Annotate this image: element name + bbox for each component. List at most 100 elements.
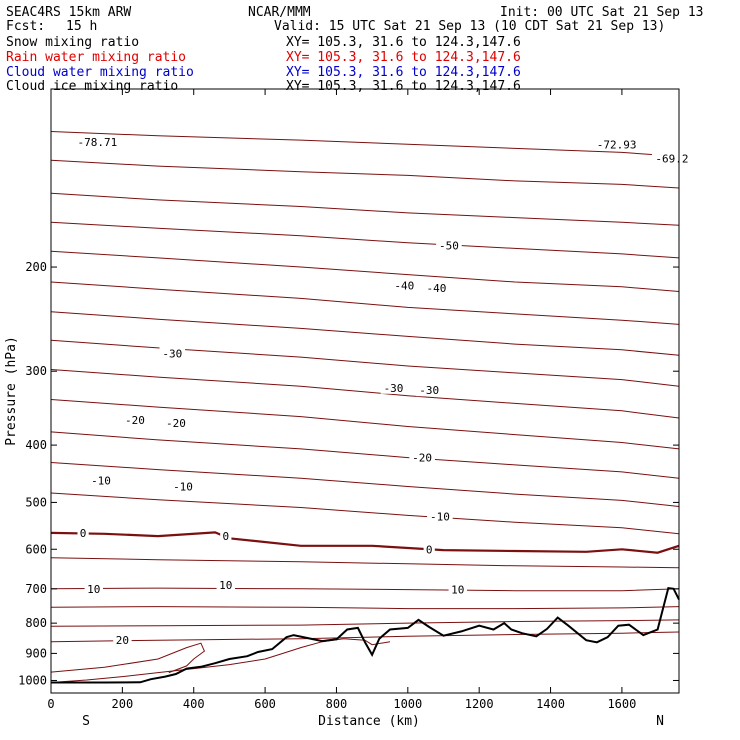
contour-label-bg (427, 510, 453, 523)
y-tick-label: 500 (25, 495, 47, 509)
y-tick-label: 800 (25, 616, 47, 630)
x-tick-label: 800 (326, 697, 348, 711)
y-axis-title: Pressure (hPa) (4, 336, 19, 446)
isotherm-line (50, 281, 680, 325)
contour-label-bg (220, 530, 232, 543)
y-tick-label: 900 (25, 646, 47, 660)
contour-label: 10 (219, 579, 232, 592)
contour-label-bg (436, 239, 462, 252)
contour-label-bg (163, 417, 189, 429)
contour-label: -30 (384, 382, 404, 395)
isotherm-line (50, 159, 680, 189)
contour-label-bg (651, 152, 692, 165)
contour-label: -40 (394, 280, 414, 293)
contour-label-bg (113, 634, 132, 647)
x-tick-label: 1000 (393, 697, 422, 711)
field-rain-name: Rain water mixing ratio (6, 50, 187, 65)
forecast-label: Fcst: (6, 19, 46, 34)
contour-label-bg (77, 526, 89, 539)
forecast-value: 15 h (66, 19, 98, 34)
y-tick-label: 200 (25, 260, 47, 274)
x-start-label: S (82, 714, 90, 729)
contour-label: -72.93 (597, 138, 637, 151)
isotherm-line (50, 462, 680, 507)
terrain-line (51, 586, 680, 684)
contour-label: -10 (173, 481, 193, 494)
y-tick-label: 600 (25, 542, 47, 556)
contour-label-bg (122, 414, 148, 427)
contour-label: -30 (419, 384, 439, 397)
isotherm-line (50, 250, 680, 292)
contour-label-bg (88, 474, 114, 487)
model-title: SEAC4RS 15km ARW (6, 5, 132, 20)
contour-label: -10 (91, 474, 111, 487)
isotherm-line (50, 399, 680, 450)
isotherm-line (50, 339, 680, 387)
isotherm-line (50, 606, 680, 610)
x-end-label: N (656, 714, 664, 729)
x-tick-label: 1600 (607, 697, 636, 711)
zero-isotherm (50, 531, 680, 554)
y-tick-label: 300 (25, 364, 47, 378)
terrain-profile (51, 586, 680, 684)
field-rain-xy: XY= 105.3, 31.6 to 124.3,147.6 (286, 50, 521, 65)
isotherm-line (50, 311, 680, 356)
valid-time: Valid: 15 UTC Sat 21 Sep 13 (10 CDT Sat … (274, 19, 666, 34)
isotherm-line (50, 492, 680, 535)
contour-label: -69.2 (655, 152, 688, 165)
contour-label: 0 (222, 530, 229, 543)
isotherm-line (50, 557, 680, 569)
contour-label: -10 (430, 510, 450, 523)
field-snow-xy: XY= 105.3, 31.6 to 124.3,147.6 (286, 35, 521, 50)
y-tick-label: 1000 (18, 673, 47, 687)
isotherm-line (50, 369, 680, 419)
x-tick-label: 1400 (536, 697, 565, 711)
contour-label-bg (159, 347, 186, 360)
contour-labels: -78.71 -72.93 -69.2 -50 -40 -40 -30 -30 -30 -20 -2… (73, 136, 692, 647)
contour-label: -50 (439, 240, 459, 253)
x-tick-label: 400 (183, 697, 205, 711)
x-tick-label: 0 (47, 697, 54, 711)
isotherm-line (50, 631, 680, 643)
x-tick-label: 1200 (465, 697, 494, 711)
contour-label-bg (448, 583, 467, 596)
field-cloudwater-xy: XY= 105.3, 31.6 to 124.3,147.6 (286, 65, 521, 80)
contour-label-bg (170, 480, 196, 493)
contour-label: 0 (80, 527, 87, 540)
contour-label: -78.71 (78, 136, 118, 149)
cloud-contours (50, 638, 391, 683)
x-axis: 0 200 400 600 800 1000 1200 1400 1600 (47, 89, 636, 711)
contour-label: -20 (166, 417, 186, 430)
contour-label: -20 (412, 452, 432, 465)
isotherm-line (50, 587, 680, 592)
plot-frame (50, 88, 680, 694)
y-tick-label: 400 (25, 438, 47, 452)
contour-label: -40 (426, 282, 446, 295)
field-cloudwater-name: Cloud water mixing ratio (6, 65, 194, 80)
init-time: Init: 00 UTC Sat 21 Sep 13 (500, 5, 704, 20)
contour-label-bg (593, 138, 641, 151)
contour-label: -30 (162, 348, 182, 361)
isotherm-line (50, 221, 680, 259)
contour-label: -20 (125, 414, 145, 427)
contour-label-bg (423, 543, 435, 556)
x-tick-label: 200 (112, 697, 134, 711)
field-snow-name: Snow mixing ratio (6, 35, 140, 50)
cloud-contour-line (50, 638, 391, 683)
cloud-contour-line (50, 642, 206, 674)
isotherm-line (50, 619, 680, 627)
isotherm-line (50, 131, 680, 157)
contour-label: 10 (451, 584, 464, 597)
contour-label: 0 (426, 543, 433, 556)
contour-label: 10 (87, 583, 100, 596)
contour-label-bg (216, 579, 235, 592)
contour-label-bg (416, 384, 442, 397)
contour-label-bg (409, 451, 435, 464)
x-axis-title: Distance (km) (318, 714, 420, 729)
contour-label-bg (84, 582, 103, 595)
contour-label-bg (391, 279, 417, 292)
isotherm-contours (50, 131, 680, 643)
contour-label: 20 (116, 634, 129, 647)
